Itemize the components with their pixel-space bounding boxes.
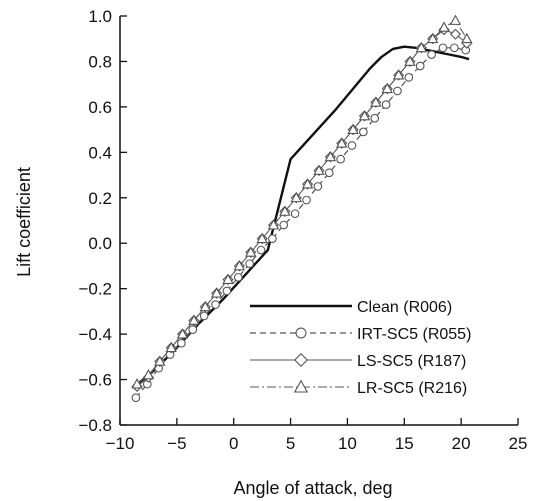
y-tick-label: −0.4 [78,325,112,344]
triangle-marker [301,178,314,189]
triangle-marker [154,355,166,366]
diamond-marker [293,352,309,368]
triangle-marker [290,191,302,203]
circle-marker [302,195,311,205]
series-layer [131,14,473,403]
triangle-marker [324,150,337,162]
triangle-marker [381,82,393,94]
x-tick-label: 15 [395,434,414,453]
circle-marker [279,220,289,230]
y-tick-label: 0.8 [88,52,112,71]
y-tick-label: 1.0 [88,7,112,26]
triangle-marker [210,287,223,298]
circle-marker [211,300,220,309]
y-tick-label: −0.6 [78,371,112,390]
triangle-marker [358,110,371,121]
circle-marker [370,113,380,123]
y-tick-label: 0.2 [88,189,112,208]
triangle-marker [131,378,143,389]
series-4 [131,14,473,389]
triangle-marker [142,369,155,380]
triangle-marker [426,32,439,44]
circle-marker [256,245,266,255]
x-tick-label: 20 [452,434,471,453]
circle-marker [324,168,334,178]
triangle-marker [245,246,257,257]
ticks-layer: −10 −5 0 5 10 15 20 25 −0.8 −0.6 −0.4 −0.2 0.0 0.2 0.4… [78,7,527,453]
circle-marker [199,311,209,321]
triangle-marker [256,232,268,244]
x-tick-label: 25 [509,434,528,453]
circle-marker [295,327,307,339]
y-tick-label: 0.6 [88,98,112,117]
circle-marker [177,338,186,348]
triangle-marker [165,341,177,353]
legend: Clean (R006) IRT-SC5 (R055) LS-SC5 (R187) L… [250,299,471,397]
y-axis-title: Lift coefficient [14,167,34,277]
y-tick-label: −0.8 [78,416,112,435]
circle-marker [404,72,414,82]
series-2 [131,43,471,403]
circle-marker [313,182,323,191]
triangle-marker [336,137,348,148]
circle-marker [233,272,243,282]
legend-label: LR-SC5 (R216) [357,380,467,397]
x-tick-label: 0 [229,434,238,453]
circle-marker [268,234,277,244]
circle-marker [222,286,232,296]
diamond-marker [449,28,462,40]
series-line [135,47,466,399]
x-axis-title: Angle of attack, deg [233,478,392,498]
x-tick-label: 10 [338,434,357,453]
legend-label: IRT-SC5 (R055) [357,326,471,343]
legend-label: Clean (R006) [357,299,452,316]
triangle-marker [438,21,450,32]
triangle-marker [415,41,428,53]
legend-label: LS-SC5 (R187) [357,353,466,370]
circle-marker [290,209,300,219]
circle-marker [347,141,357,150]
circle-marker [131,393,141,403]
plot-frame [119,16,518,426]
circle-marker [449,43,459,53]
y-tick-label: −0.2 [78,280,112,299]
triangle-marker [313,164,325,175]
circle-marker [427,50,436,59]
circle-marker [245,259,254,269]
triangle-marker [233,260,246,271]
x-tick-label: 5 [286,434,295,453]
triangle-marker [293,379,309,393]
y-tick-label: 0.4 [88,143,112,162]
x-tick-label: −10 [106,434,135,453]
y-tick-label: 0.0 [88,234,112,253]
circle-marker [358,127,368,137]
triangle-marker [370,96,382,107]
triangle-marker [404,55,416,66]
x-tick-label: −5 [167,434,186,453]
circle-marker [188,325,198,334]
triangle-marker [267,219,280,230]
triangle-marker [188,314,200,325]
circle-marker [438,43,448,53]
triangle-marker [279,205,291,216]
triangle-marker [347,123,359,135]
triangle-marker [461,32,473,44]
triangle-marker [176,328,189,339]
circle-marker [336,154,345,164]
triangle-marker [222,273,234,284]
triangle-marker [392,69,405,80]
circle-marker [393,86,402,96]
circle-marker [381,100,391,109]
circle-marker [415,61,425,71]
triangle-marker [449,14,462,25]
triangle-marker [199,300,212,312]
